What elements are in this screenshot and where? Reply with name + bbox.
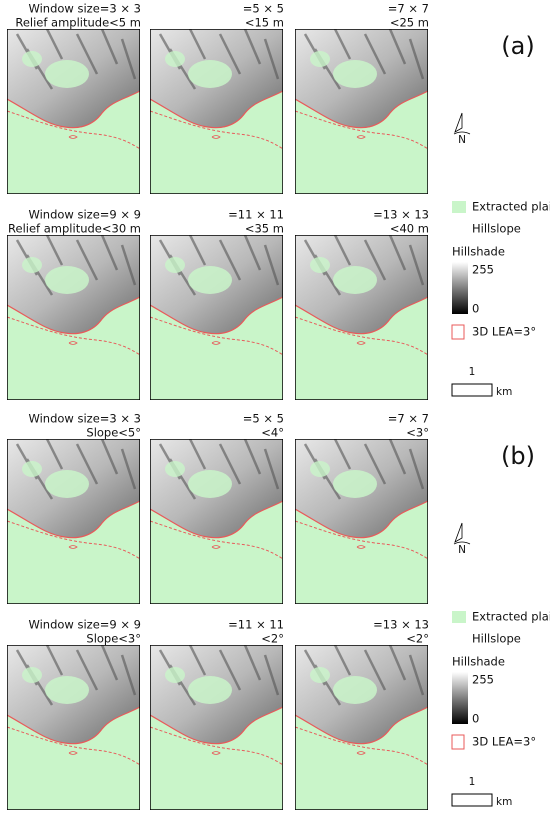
panel-label-bottom: <35 m (245, 222, 284, 236)
legend-plain: Extracted plain (472, 610, 550, 624)
panel-label-top: =11 × 11 (228, 208, 284, 222)
north-arrow (454, 522, 463, 543)
legend-swatch-plain (452, 201, 466, 213)
hillshade-ramp (452, 672, 468, 724)
scale-unit: km (496, 386, 512, 398)
north-arrow (454, 112, 463, 133)
legend-lea: 3D LEA=3° (472, 735, 536, 749)
north-label: N (458, 134, 466, 146)
panel-label-bottom: <4° (261, 426, 284, 440)
panel-label-bottom: <3° (406, 426, 429, 440)
legend-lea: 3D LEA=3° (472, 325, 536, 339)
panel-label-top: =5 × 5 (243, 2, 284, 16)
map-panel (295, 439, 428, 604)
scale-unit: km (496, 796, 512, 808)
hillshade-ramp (452, 262, 468, 314)
legend-hillshade: Hillshade (452, 245, 505, 259)
map-panel (295, 235, 428, 400)
map-panel (150, 439, 283, 604)
legend-hillslope: Hillslope (472, 632, 521, 646)
scale-value: 1 (469, 366, 476, 378)
panel-label-top: Window size=3 × 3 (28, 412, 141, 426)
panel-letter: (a) (501, 32, 534, 60)
north-label: N (458, 544, 466, 556)
hillshade-max: 255 (472, 263, 494, 277)
legend-swatch-lea (451, 734, 465, 750)
legend-plain: Extracted plain (472, 200, 550, 214)
panel-label-top: =13 × 13 (373, 618, 429, 632)
panel-label-top: Window size=3 × 3 (28, 2, 141, 16)
panel-label-bottom: <15 m (245, 16, 284, 30)
panel-label-bottom: Relief amplitude<5 m (15, 16, 141, 30)
panel-label-bottom: Slope<5° (86, 426, 141, 440)
map-panel (295, 645, 428, 810)
panel-label-top: =5 × 5 (243, 412, 284, 426)
panel-label-bottom: <2° (406, 632, 429, 646)
panel-label-top: =13 × 13 (373, 208, 429, 222)
legend-swatch-plain (452, 611, 466, 623)
scale-bar (451, 793, 493, 807)
map-panel (7, 439, 140, 604)
panel-label-bottom: <25 m (390, 16, 429, 30)
panel-label-bottom: <40 m (390, 222, 429, 236)
north-arrow-arc (453, 131, 471, 135)
scale-bar (451, 383, 493, 397)
panel-label-top: Window size=9 × 9 (28, 618, 141, 632)
panel-label-bottom: Slope<3° (86, 632, 141, 646)
panel-label-bottom: Relief amplitude<30 m (8, 222, 141, 236)
hillshade-min: 0 (472, 302, 479, 316)
legend-swatch-lea (451, 324, 465, 340)
map-panel (7, 645, 140, 810)
hillshade-min: 0 (472, 712, 479, 726)
legend-hillshade: Hillshade (452, 655, 505, 669)
panel-label-top: =7 × 7 (388, 2, 429, 16)
legend-hillslope: Hillslope (472, 222, 521, 236)
panel-label-top: Window size=9 × 9 (28, 208, 141, 222)
panel-label-top: =11 × 11 (228, 618, 284, 632)
map-panel (295, 29, 428, 194)
panel-label-top: =7 × 7 (388, 412, 429, 426)
map-panel (7, 29, 140, 194)
map-panel (150, 235, 283, 400)
hillshade-max: 255 (472, 673, 494, 687)
panel-letter: (b) (501, 442, 535, 470)
map-panel (150, 29, 283, 194)
panel-label-bottom: <2° (261, 632, 284, 646)
scale-value: 1 (469, 776, 476, 788)
map-panel (150, 645, 283, 810)
north-arrow-arc (453, 541, 471, 545)
map-panel (7, 235, 140, 400)
